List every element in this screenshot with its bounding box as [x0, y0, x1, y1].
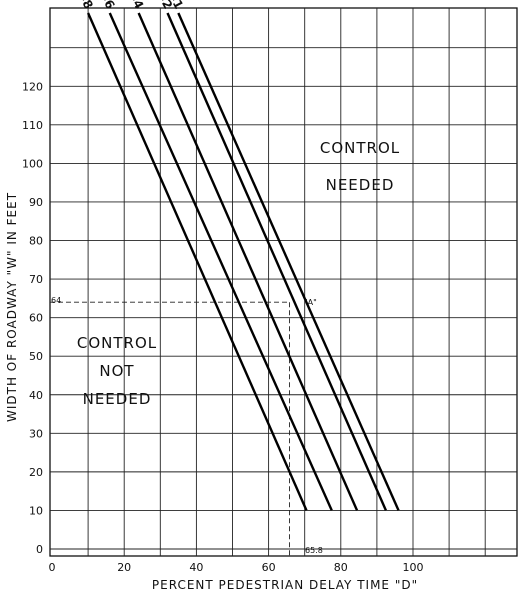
y-tick-label: 60: [29, 312, 43, 325]
region-not-needed-line-1: CONTROL: [77, 334, 157, 352]
y-tick-label: 10: [29, 504, 43, 517]
series-label-n6: N=6: [92, 0, 118, 11]
series-line-n8: [87, 12, 308, 511]
y-tick-label: 30: [29, 427, 43, 440]
x-tick-label: 80: [334, 561, 348, 574]
region-needed-line-1: CONTROL: [320, 139, 400, 157]
series-line-n4: [137, 12, 359, 511]
y-tick-label: 0: [36, 543, 43, 556]
series-label-n2: N=2: [150, 0, 176, 11]
y-tick-label: 100: [22, 157, 43, 170]
x-tick-label: 60: [262, 561, 276, 574]
y-tick-label: 80: [29, 235, 43, 248]
region-control-not-needed: CONTROL NOT NEEDED: [77, 334, 157, 408]
region-needed-line-2: NEEDED: [326, 176, 395, 194]
y-tick-label: 20: [29, 466, 43, 479]
y-tick-label: 90: [29, 196, 43, 209]
region-control-needed: CONTROL NEEDED: [320, 139, 400, 194]
series-lines: N=8N=6N=4N=2N=1: [70, 0, 400, 511]
x-marker-label: 65.8: [305, 546, 323, 555]
x-tick-label: 20: [117, 561, 131, 574]
series-label-n4: N=4: [121, 0, 147, 11]
y-tick-label: 40: [29, 389, 43, 402]
x-tick-labels: 0 20 40 60 80 100: [49, 561, 424, 574]
y-tick-label: 70: [29, 273, 43, 286]
series-line-n1: [177, 12, 400, 511]
point-a-label: "A": [304, 298, 317, 307]
y-tick-label: 110: [22, 119, 43, 132]
region-not-needed-line-2: NOT: [99, 362, 134, 380]
series-label-n1: N=1: [160, 0, 186, 11]
y-tick-label: 50: [29, 350, 43, 363]
y-axis-title: WIDTH OF ROADWAY "W" IN FEET: [5, 192, 19, 422]
reference-lines: [50, 301, 290, 556]
y-tick-labels: 0 10 20 30 40 50 60 70 80 90 100 110 120: [22, 80, 43, 556]
series-line-n6: [108, 12, 333, 511]
plot-frame: [49, 7, 518, 557]
grid: [50, 8, 517, 556]
region-not-needed-line-3: NEEDED: [83, 390, 152, 408]
y-marker-label: 64: [51, 296, 61, 305]
y-tick-label: 120: [22, 80, 43, 93]
x-axis-title: PERCENT PEDESTRIAN DELAY TIME "D": [152, 578, 418, 592]
x-tick-label: 100: [403, 561, 424, 574]
x-tick-label: 0: [49, 561, 56, 574]
series-line-n2: [166, 12, 388, 511]
series-label-n8: N=8: [70, 0, 96, 11]
x-tick-label: 40: [189, 561, 203, 574]
